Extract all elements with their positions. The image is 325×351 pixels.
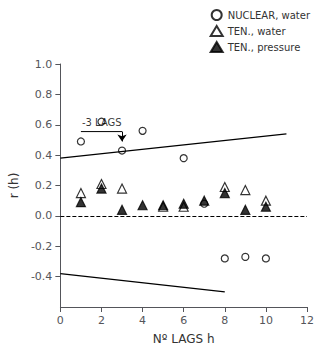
svg-text:r (h): r (h)	[7, 173, 21, 199]
svg-text:0.2: 0.2	[35, 179, 53, 192]
svg-text:TEN., pressure: TEN., pressure	[227, 42, 301, 53]
svg-text:1.0: 1.0	[35, 58, 53, 71]
svg-text:2: 2	[98, 314, 105, 327]
svg-text:0: 0	[57, 314, 64, 327]
svg-text:6: 6	[180, 314, 187, 327]
svg-text:0.0: 0.0	[35, 209, 53, 222]
svg-text:-3 LAGS: -3 LAGS	[82, 117, 122, 128]
svg-text:Nº LAGS h: Nº LAGS h	[153, 332, 215, 346]
svg-text:8: 8	[221, 314, 228, 327]
svg-text:4: 4	[139, 314, 146, 327]
svg-text:0.4: 0.4	[35, 149, 53, 162]
svg-text:0.8: 0.8	[35, 88, 53, 101]
svg-text:12: 12	[300, 314, 314, 327]
svg-text:0.6: 0.6	[35, 118, 53, 131]
svg-text:10: 10	[259, 314, 273, 327]
svg-text:-0.2: -0.2	[31, 240, 52, 253]
svg-text:NUCLEAR, water: NUCLEAR, water	[228, 10, 311, 21]
svg-text:-0.4: -0.4	[31, 270, 52, 283]
svg-text:TEN., water: TEN., water	[227, 26, 287, 37]
